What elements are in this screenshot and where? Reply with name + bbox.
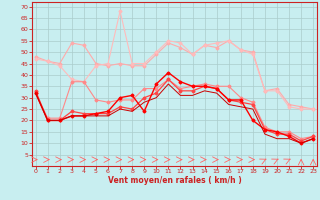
X-axis label: Vent moyen/en rafales ( km/h ): Vent moyen/en rafales ( km/h )	[108, 176, 241, 185]
